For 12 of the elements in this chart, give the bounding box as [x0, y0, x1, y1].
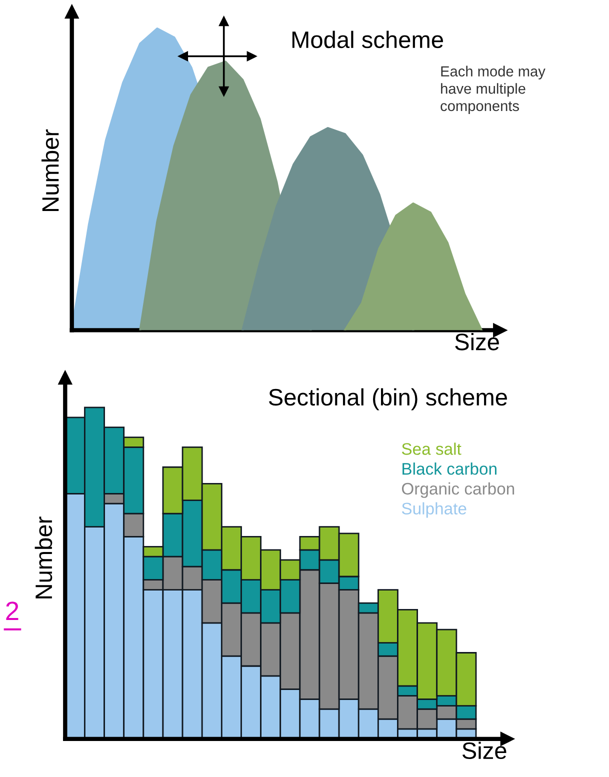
- y-axis-title: Number: [42, 129, 59, 211]
- x-axis-title: Size: [462, 742, 506, 760]
- text: Organic carbon: [402, 482, 514, 498]
- text: Sea salt: [402, 442, 462, 455]
- text: 2: [6, 602, 18, 620]
- chart-title: Sectional (bin) scheme: [268, 388, 507, 410]
- text: Sulphate: [402, 502, 466, 518]
- x-axis-title: Size: [455, 333, 499, 350]
- annotation: Each mode may have multiple components: [440, 66, 546, 114]
- y-axis-title: Number: [34, 516, 52, 598]
- chart-title: Modal scheme: [292, 30, 443, 48]
- text: Black carbon: [402, 462, 496, 475]
